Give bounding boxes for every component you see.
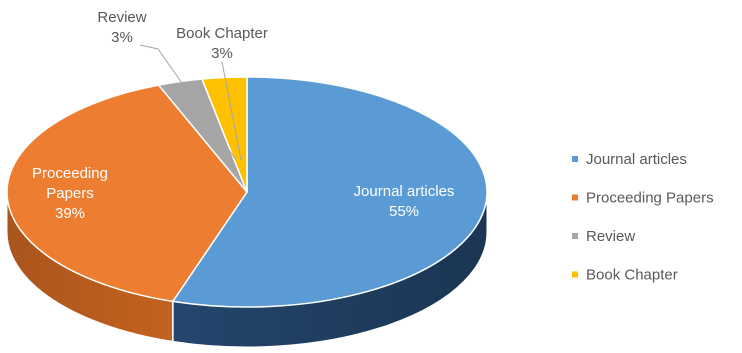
leader-line-review [139,44,237,161]
pie-slice-book-chapter [200,76,248,193]
slice-label-book-chapter: Book Chapter 3% [176,25,268,62]
pie-top-slices [6,76,488,308]
slice-label-review: Review 3% [97,9,146,46]
legend-swatch-journal-articles [572,156,578,162]
legend-swatch-proceeding-papers [572,194,578,201]
slice-label-category: Review [97,9,146,26]
pie-slice-proceeding-papers [6,84,248,303]
slice-label-category: Proceeding [32,165,108,182]
slice-label-value: 3% [111,29,133,46]
slice-label-value: 3% [211,45,233,62]
legend-swatch-review [572,233,578,239]
slice-label-value: 39% [55,205,85,222]
slice-label-category: Journal articles [354,183,455,200]
slice-label-category: Papers [46,185,94,202]
legend-label-review: Review [586,228,635,245]
legend-label-book-chapter: Book Chapter [586,267,678,284]
slice-label-proceeding-papers: Proceeding Papers 39% [32,165,108,222]
slice-labels: Journal articles 55% Proceeding Papers 39% Re… [32,9,454,222]
pie-slice-journal-articles [171,76,488,308]
leader-lines [139,44,242,161]
legend: Journal articles Proceeding Papers Review B… [572,151,714,284]
legend-label-journal-articles: Journal articles [586,151,687,168]
legend-label-proceeding-papers: Proceeding Papers [586,190,714,207]
slice-label-category: Book Chapter [176,25,268,42]
slice-label-value: 55% [389,203,419,220]
leader-line-book-chapter [221,61,242,161]
legend-swatch-book-chapter [572,271,578,278]
slice-label-journal-articles: Journal articles 55% [354,183,455,220]
